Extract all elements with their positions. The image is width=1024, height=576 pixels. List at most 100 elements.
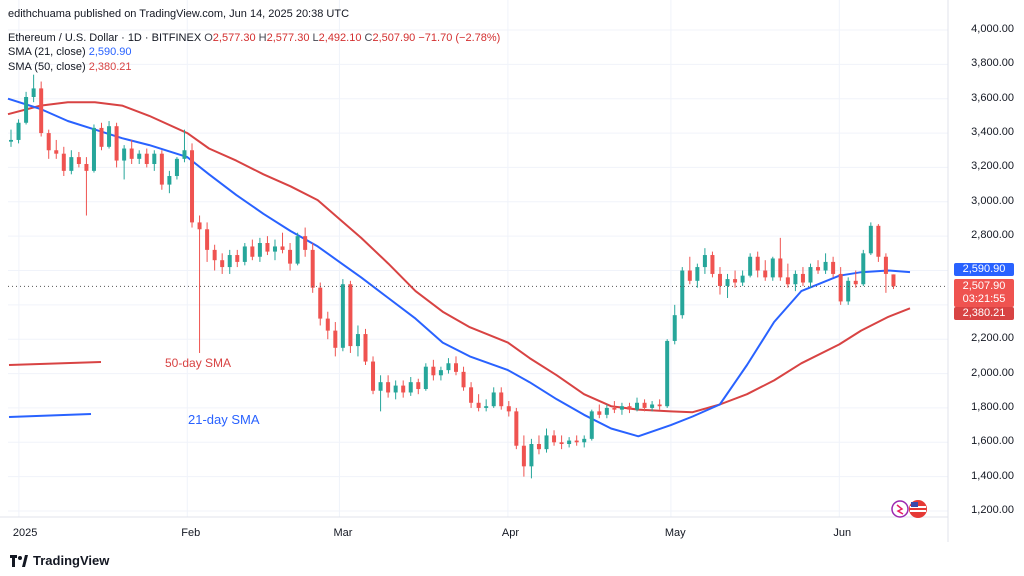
candle-body xyxy=(371,361,376,391)
candle-body xyxy=(702,255,707,268)
candle-body xyxy=(325,318,330,331)
candle xyxy=(386,375,391,398)
candle xyxy=(499,387,504,410)
candle-body xyxy=(642,402,647,408)
candle-body xyxy=(514,411,519,446)
candle xyxy=(650,401,655,412)
candle-body xyxy=(333,330,338,348)
candle xyxy=(152,150,157,171)
candle-body xyxy=(272,246,277,252)
candle xyxy=(816,260,821,274)
candle xyxy=(197,215,202,353)
candle-body xyxy=(785,277,790,285)
candle-body xyxy=(190,150,195,223)
candle-body xyxy=(883,256,888,274)
news-icons[interactable] xyxy=(888,498,932,520)
candle xyxy=(393,380,398,400)
last-price-value: 2,507.90 xyxy=(962,280,1006,292)
candle-body xyxy=(220,260,225,268)
candle-body xyxy=(9,139,13,142)
candle xyxy=(612,401,617,414)
candle xyxy=(861,249,866,286)
candle-body xyxy=(242,246,247,262)
candle xyxy=(491,387,496,408)
time-tick-label: Feb xyxy=(181,527,201,539)
candle xyxy=(778,237,783,281)
candle xyxy=(536,435,541,455)
candle xyxy=(190,143,195,228)
candle-body xyxy=(861,253,866,285)
sma21-path xyxy=(7,97,911,438)
sma21-annotation: 21-day SMA xyxy=(188,412,260,427)
candle xyxy=(122,145,127,180)
sma50-price-label: 2,380.21 xyxy=(954,307,1014,320)
candle-body xyxy=(770,258,775,278)
time-tick-label: Jun xyxy=(833,527,852,539)
candle xyxy=(876,224,881,262)
candle xyxy=(227,249,232,274)
candle-body xyxy=(423,366,428,390)
candle-body xyxy=(476,402,481,408)
candle-body xyxy=(838,273,843,302)
candle xyxy=(544,428,549,453)
candle xyxy=(438,366,443,381)
candle xyxy=(695,263,700,288)
candle xyxy=(54,139,59,159)
candle-body xyxy=(280,246,285,250)
candle xyxy=(257,237,262,262)
candle-body xyxy=(76,157,81,164)
candle xyxy=(748,253,753,278)
candle xyxy=(129,139,134,164)
ohlc-high-label: H xyxy=(258,32,267,44)
candle xyxy=(333,322,338,357)
candle-body xyxy=(536,444,541,450)
candle xyxy=(597,404,602,419)
tradingview-logo-icon xyxy=(10,554,28,567)
publisher-line: edithchuama published on TradingView.com… xyxy=(8,8,350,20)
candle-body xyxy=(612,407,617,410)
news-flag-icon xyxy=(891,500,909,518)
candle xyxy=(250,239,255,261)
candle-body xyxy=(159,153,164,185)
price-tick-label: 1,400.00 xyxy=(971,469,1014,482)
candle xyxy=(800,267,805,286)
candle-body xyxy=(378,382,383,391)
candle xyxy=(514,407,519,450)
candle xyxy=(831,256,836,278)
candle-body xyxy=(227,255,232,268)
candle xyxy=(506,401,511,417)
sma50-line xyxy=(7,101,911,414)
candle xyxy=(853,270,858,288)
candle xyxy=(582,435,587,448)
candle-body xyxy=(793,273,798,285)
price-tick-label: 1,600.00 xyxy=(971,435,1014,448)
candle xyxy=(265,236,270,256)
candle xyxy=(46,129,51,159)
candle-body xyxy=(589,411,594,439)
candle-body xyxy=(46,133,51,151)
candle xyxy=(107,121,112,149)
sma21-price-label: 2,590.90 xyxy=(954,263,1014,276)
candle xyxy=(99,122,104,151)
candle-body xyxy=(800,273,805,283)
candle-body xyxy=(348,284,353,347)
sma50-legend-label: SMA (50, close) xyxy=(8,61,86,73)
price-tick-label: 2,000.00 xyxy=(971,366,1014,379)
candle-body xyxy=(107,126,112,147)
symbol-name[interactable]: Ethereum / U.S. Dollar · 1D · BITFINEX xyxy=(8,32,202,44)
tradingview-brand[interactable]: TradingView xyxy=(10,553,109,568)
candle-body xyxy=(544,435,549,450)
candle xyxy=(672,304,677,345)
candle-body xyxy=(604,407,609,415)
candle xyxy=(340,279,345,352)
candle xyxy=(627,402,632,414)
ohlc-high: 2,577.30 xyxy=(266,32,310,44)
candle-body xyxy=(627,406,632,410)
candle-body xyxy=(574,440,579,443)
sma50-legend[interactable]: SMA (50, close) 2,380.21 xyxy=(8,60,132,74)
candle xyxy=(408,377,413,396)
sma21-legend[interactable]: SMA (21, close) 2,590.90 xyxy=(8,45,132,59)
candle xyxy=(205,222,210,262)
candle-body xyxy=(355,334,360,347)
